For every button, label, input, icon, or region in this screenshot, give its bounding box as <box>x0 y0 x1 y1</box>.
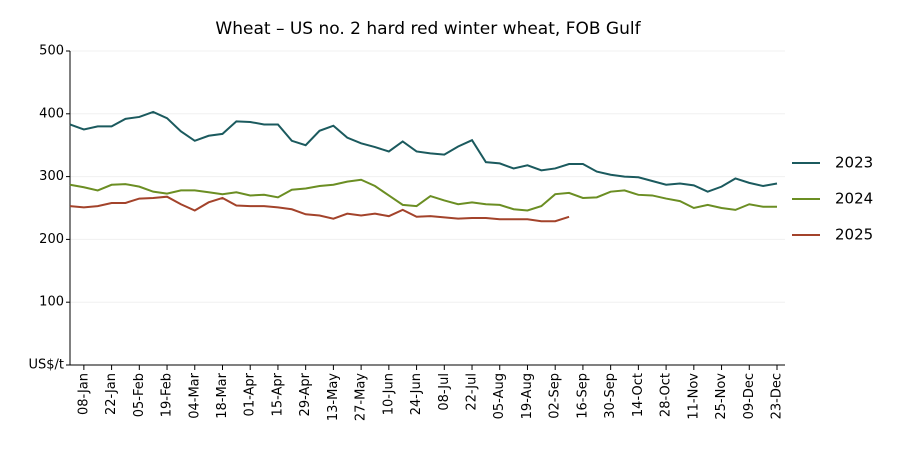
series-line <box>69 110 778 193</box>
x-tick-label: 19-Feb <box>160 373 175 417</box>
x-tick-label: 29-Apr <box>298 372 313 416</box>
y-tick-label: US$/t <box>28 358 64 373</box>
x-tick-label: 25-Nov <box>714 373 729 420</box>
x-tick-label: 02-Sep <box>548 373 563 419</box>
x-tick-label: 04-Mar <box>187 372 202 418</box>
series-line <box>69 195 570 223</box>
x-tick-label: 22-Jul <box>465 373 480 411</box>
y-tick-label: 100 <box>39 295 64 310</box>
x-tick-label: 08-Jul <box>437 373 452 411</box>
series-line <box>69 178 777 212</box>
x-tick-label: 10-Jun <box>381 373 396 415</box>
x-tick-label: 27-May <box>354 373 369 421</box>
x-tick-label: 22-Jan <box>104 373 119 415</box>
x-tick-label: 14-Oct <box>631 373 646 417</box>
x-tick-label: 30-Sep <box>603 373 618 419</box>
x-tick-label: 05-Feb <box>132 373 147 417</box>
x-tick-label: 11-Nov <box>686 373 701 420</box>
y-tick-label: 500 <box>39 44 64 59</box>
x-tick-label: 23-Dec <box>770 373 785 419</box>
x-tick-label: 28-Oct <box>659 373 674 417</box>
x-tick-label: 08-Jan <box>76 373 91 415</box>
x-tick-label: 24-Jun <box>409 373 424 415</box>
x-tick-label: 19-Aug <box>520 373 535 419</box>
x-tick-label: 01-Apr <box>243 372 258 416</box>
chart-title: Wheat – US no. 2 hard red winter wheat, … <box>215 19 641 39</box>
x-tick-label: 18-Mar <box>215 372 230 418</box>
y-tick-label: 300 <box>39 169 64 184</box>
y-tick-label: 400 <box>39 106 64 121</box>
legend-label: 2023 <box>835 154 873 172</box>
x-tick-label: 09-Dec <box>742 373 757 419</box>
x-tick-label: 05-Aug <box>492 373 507 419</box>
y-tick-label: 200 <box>39 232 64 247</box>
legend-label: 2024 <box>835 190 873 208</box>
x-tick-label: 16-Sep <box>575 373 590 419</box>
legend-label: 2025 <box>835 226 873 244</box>
x-tick-label: 15-Apr <box>270 372 285 416</box>
x-tick-label: 13-May <box>326 373 341 421</box>
